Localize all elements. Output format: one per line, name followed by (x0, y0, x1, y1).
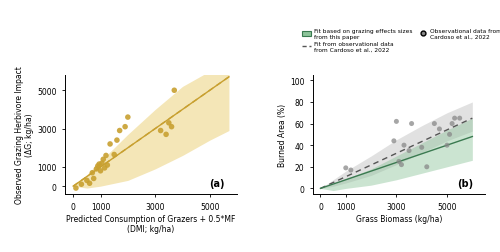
Point (100, 158, 108, 162)
Point (400, 144, 408, 148)
Point (398, 163, 406, 167)
Point (156, 129, 164, 133)
X-axis label: Grass Biomass (kg/ha): Grass Biomass (kg/ha) (356, 214, 442, 223)
Point (78, 182, 86, 186)
Point (90, 177, 98, 181)
Point (436, 128, 444, 132)
Point (100, 166, 108, 170)
Point (162, 133, 170, 137)
Point (405, 149, 413, 153)
Point (456, 117, 464, 121)
Point (92, 167, 100, 171)
Point (124, 116, 132, 120)
Point (121, 125, 129, 129)
Point (88, 171, 96, 175)
Point (116, 129, 124, 133)
Point (98, 162, 106, 166)
Point (430, 122, 438, 126)
Point (418, 146, 426, 150)
X-axis label: Predicted Consumption of Grazers + 0.5*MF
(DMI; kg/ha): Predicted Consumption of Grazers + 0.5*M… (66, 214, 236, 233)
Point (168, 125, 175, 129)
Point (83, 179, 91, 183)
Point (390, 139, 398, 143)
Point (408, 122, 416, 126)
Point (110, 153, 118, 157)
Y-axis label: Observed Grazing Herbivore Impact
(ΔG; kg/ha): Observed Grazing Herbivore Impact (ΔG; k… (15, 66, 34, 203)
Text: (b): (b) (457, 178, 473, 188)
Point (347, 168, 355, 172)
Point (342, 166, 350, 170)
Point (443, 144, 451, 148)
Point (94, 164, 102, 168)
Point (72, 186, 80, 190)
Point (95, 163, 103, 167)
Legend: Fit based on grazing effects sizes
from this paper, Fit from observational data
: Fit based on grazing effects sizes from … (302, 29, 500, 53)
Point (392, 120, 400, 124)
Point (448, 122, 456, 126)
Point (113, 139, 121, 143)
Y-axis label: Burned Area (%): Burned Area (%) (278, 103, 287, 166)
Text: (a): (a) (210, 178, 225, 188)
Point (446, 133, 454, 137)
Point (423, 165, 431, 169)
Point (106, 142, 114, 146)
Point (96, 169, 104, 173)
Point (86, 181, 94, 185)
Point (102, 154, 110, 158)
Point (170, 89, 178, 93)
Point (450, 117, 458, 121)
Point (165, 121, 173, 125)
Point (104, 163, 112, 167)
Point (395, 160, 403, 164)
